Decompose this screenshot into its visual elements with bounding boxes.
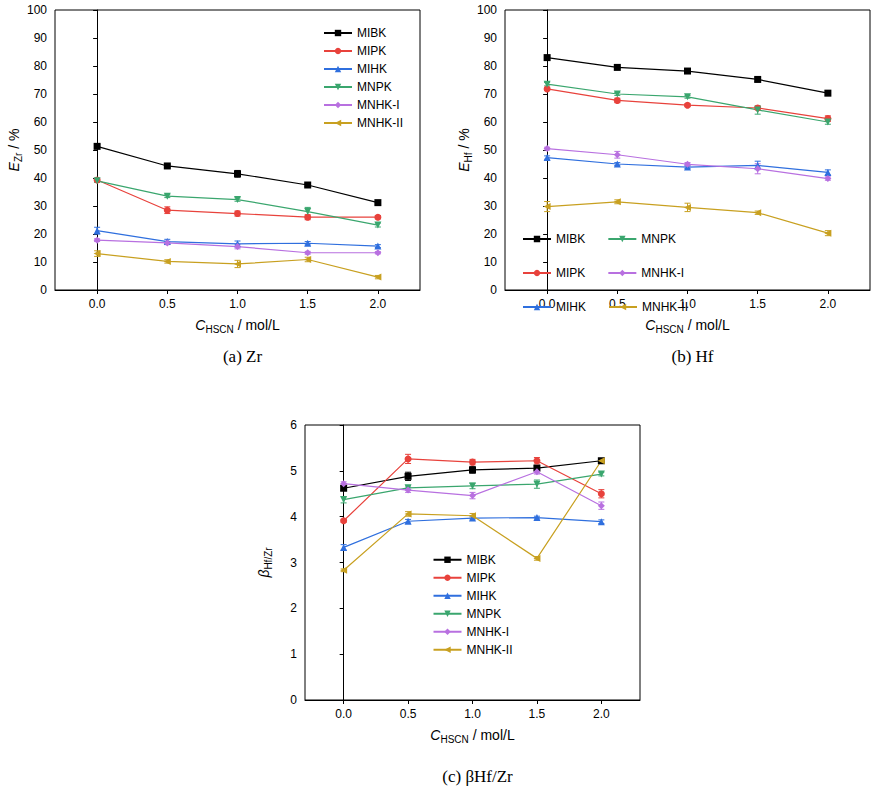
svg-text:C: C <box>645 317 656 333</box>
svg-text:80: 80 <box>34 59 48 73</box>
svg-text:30: 30 <box>34 199 48 213</box>
svg-text:0: 0 <box>290 693 297 707</box>
svg-text:/ mol/L: / mol/L <box>684 317 730 333</box>
svg-text:Hf: Hf <box>463 152 474 162</box>
svg-text:(b) Hf: (b) Hf <box>671 347 713 366</box>
svg-text:0.5: 0.5 <box>159 297 176 311</box>
svg-text:40: 40 <box>484 171 498 185</box>
svg-text:90: 90 <box>34 31 48 45</box>
svg-text:70: 70 <box>34 87 48 101</box>
svg-text:20: 20 <box>34 227 48 241</box>
svg-text:(a) Zr: (a) Zr <box>223 347 263 366</box>
svg-text:HSCN: HSCN <box>655 324 683 335</box>
svg-text:0: 0 <box>40 283 47 297</box>
svg-text:0.5: 0.5 <box>400 707 417 721</box>
svg-text:/ mol/L: / mol/L <box>469 727 515 743</box>
svg-text:Hf/Zr: Hf/Zr <box>263 547 274 570</box>
svg-text:β: β <box>256 570 272 579</box>
svg-text:80: 80 <box>484 59 498 73</box>
svg-text:0.5: 0.5 <box>609 297 626 311</box>
svg-text:MIPK: MIPK <box>357 44 386 58</box>
svg-text:MNHK-I: MNHK-I <box>357 98 400 112</box>
svg-text:C: C <box>430 727 441 743</box>
svg-text:MIBK: MIBK <box>357 26 386 40</box>
svg-text:0.0: 0.0 <box>335 707 352 721</box>
svg-text:/ mol/L: / mol/L <box>234 317 280 333</box>
svg-text:2.0: 2.0 <box>820 297 837 311</box>
svg-text:MNHK-II: MNHK-II <box>357 116 403 130</box>
svg-text:MNPK: MNPK <box>641 232 676 246</box>
svg-text:10: 10 <box>34 255 48 269</box>
svg-text:E: E <box>456 162 472 172</box>
svg-text:30: 30 <box>484 199 498 213</box>
svg-text:C: C <box>195 317 206 333</box>
svg-text:0.0: 0.0 <box>89 297 106 311</box>
svg-text:10: 10 <box>484 255 498 269</box>
svg-text:1.5: 1.5 <box>299 297 316 311</box>
svg-text:1: 1 <box>290 647 297 661</box>
svg-text:60: 60 <box>34 115 48 129</box>
svg-text:/ %: / % <box>456 128 472 152</box>
svg-text:100: 100 <box>27 3 47 17</box>
svg-text:20: 20 <box>484 227 498 241</box>
svg-text:MIHK: MIHK <box>357 62 387 76</box>
svg-text:MNHK-I: MNHK-I <box>467 625 510 639</box>
svg-text:0.0: 0.0 <box>539 297 556 311</box>
svg-text:50: 50 <box>34 143 48 157</box>
svg-text:MIPK: MIPK <box>467 571 496 585</box>
svg-text:6: 6 <box>290 418 297 432</box>
svg-text:MNHK-II: MNHK-II <box>642 300 688 314</box>
svg-text:2: 2 <box>290 601 297 615</box>
svg-text:50: 50 <box>484 143 498 157</box>
svg-text:MIHK: MIHK <box>556 300 586 314</box>
svg-text:HSCN: HSCN <box>440 734 468 745</box>
svg-text:Zr: Zr <box>12 152 24 163</box>
svg-text:1.5: 1.5 <box>749 297 766 311</box>
svg-text:70: 70 <box>484 87 498 101</box>
svg-text:2.0: 2.0 <box>370 297 387 311</box>
svg-text:90: 90 <box>484 31 498 45</box>
svg-text:5: 5 <box>290 464 297 478</box>
svg-text:1.0: 1.0 <box>464 707 481 721</box>
svg-text:MNPK: MNPK <box>467 607 502 621</box>
svg-text:100: 100 <box>477 3 497 17</box>
svg-text:MIPK: MIPK <box>556 266 585 280</box>
svg-text:/ %: / % <box>6 129 22 153</box>
svg-text:E: E <box>6 162 22 172</box>
svg-text:40: 40 <box>34 171 48 185</box>
svg-text:MIBK: MIBK <box>467 553 496 567</box>
svg-text:MNHK-I: MNHK-I <box>641 266 684 280</box>
svg-text:1.0: 1.0 <box>229 297 246 311</box>
svg-text:1.5: 1.5 <box>529 707 546 721</box>
svg-text:MNPK: MNPK <box>357 80 392 94</box>
svg-text:HSCN: HSCN <box>205 324 233 335</box>
svg-text:4: 4 <box>290 510 297 524</box>
svg-text:(c) βHf/Zr: (c) βHf/Zr <box>442 767 513 786</box>
svg-text:MIHK: MIHK <box>467 589 497 603</box>
svg-text:MNHK-II: MNHK-II <box>467 643 513 657</box>
svg-text:MIBK: MIBK <box>556 232 585 246</box>
svg-text:0: 0 <box>490 283 497 297</box>
svg-text:2.0: 2.0 <box>593 707 610 721</box>
svg-text:3: 3 <box>290 556 297 570</box>
svg-text:60: 60 <box>484 115 498 129</box>
